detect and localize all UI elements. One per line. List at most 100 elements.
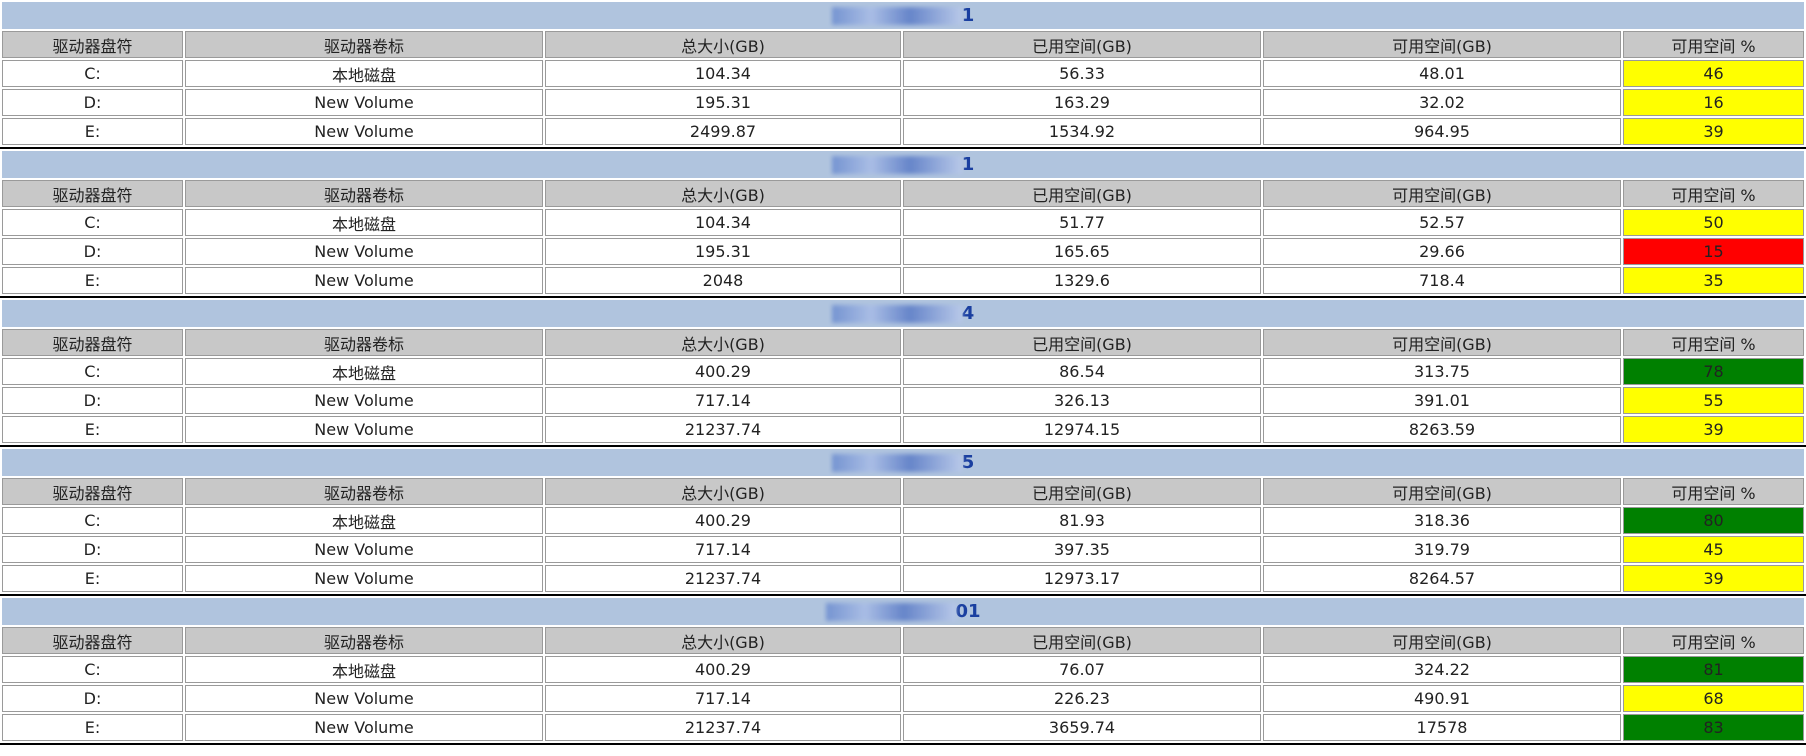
cell: E: [2,416,183,443]
drive-row: E: New Volume 21237.74 12973.17 8264.57 39 [2,565,1804,592]
column-header: 驱动器盘符 [2,478,183,505]
free-percent-cell: 78 [1623,358,1804,385]
column-header: 驱动器盘符 [2,627,183,654]
server-table: 1 驱动器盘符 驱动器卷标 总大小(GB) 已用空间(GB) 可用空间(GB) 可用空间 %… [0,149,1806,298]
cell: 324.22 [1263,656,1621,683]
drive-row: D: New Volume 717.14 397.35 319.79 45 [2,536,1804,563]
cell: New Volume [185,118,543,145]
column-header: 可用空间(GB) [1263,31,1621,58]
cell: 21237.74 [545,416,901,443]
cell: 51.77 [903,209,1261,236]
column-header: 驱动器盘符 [2,180,183,207]
cell: 本地磁盘 [185,358,543,385]
cell: 717.14 [545,536,901,563]
cell: 8263.59 [1263,416,1621,443]
cell: 48.01 [1263,60,1621,87]
cell: 12974.15 [903,416,1261,443]
title-cell: 4 [2,300,1804,327]
title-cell: 1 [2,2,1804,29]
column-header: 总大小(GB) [545,31,901,58]
cell: 2048 [545,267,901,294]
drive-row: C: 本地磁盘 400.29 76.07 324.22 81 [2,656,1805,683]
cell: 718.4 [1263,267,1621,294]
cell: New Volume [185,267,543,294]
cell: New Volume [185,387,543,414]
cell: New Volume [185,238,543,265]
cell: 717.14 [545,387,901,414]
cell: 104.34 [545,60,901,87]
free-percent-cell: 39 [1623,565,1804,592]
column-header: 驱动器盘符 [2,31,183,58]
title-row: 1 [2,2,1804,29]
server-title: 5 [961,452,975,473]
cell: 8264.57 [1263,565,1621,592]
server-title: 1 [961,5,975,26]
cell: C: [2,209,183,236]
drive-row: C: 本地磁盘 104.34 56.33 48.01 46 [2,60,1804,87]
cell: 81.93 [903,507,1261,534]
cell: 490.91 [1263,685,1621,712]
server-table: 1 驱动器盘符 驱动器卷标 总大小(GB) 已用空间(GB) 可用空间(GB) 可用空间 %… [0,0,1806,149]
free-percent-cell: 55 [1623,387,1804,414]
cell: 964.95 [1263,118,1621,145]
cell: 391.01 [1263,387,1621,414]
cell: 313.75 [1263,358,1621,385]
column-header: 可用空间(GB) [1263,478,1621,505]
column-header: 可用空间 % [1623,180,1804,207]
blurred-name [831,305,962,323]
free-percent-cell: 80 [1623,507,1804,534]
cell: 397.35 [903,536,1261,563]
cell: 163.29 [903,89,1261,116]
drive-row: D: New Volume 195.31 165.65 29.66 15 [2,238,1804,265]
title-cell: 5 [2,449,1804,476]
cell: 56.33 [903,60,1261,87]
column-header: 驱动器卷标 [185,627,543,654]
cell: New Volume [185,416,543,443]
column-header: 已用空间(GB) [903,627,1261,654]
header-row: 驱动器盘符 驱动器卷标 总大小(GB) 已用空间(GB) 可用空间(GB) 可用空间 % [2,180,1804,207]
cell: 21237.74 [545,714,901,741]
server-table: 5 驱动器盘符 驱动器卷标 总大小(GB) 已用空间(GB) 可用空间(GB) 可用空间 %… [0,447,1806,596]
column-header: 驱动器卷标 [185,329,543,356]
cell: 86.54 [903,358,1261,385]
cell: 3659.74 [903,714,1261,741]
cell: 195.31 [545,89,901,116]
cell: 195.31 [545,238,901,265]
cell: 本地磁盘 [185,209,543,236]
column-header: 可用空间 % [1623,31,1804,58]
cell: 319.79 [1263,536,1621,563]
cell: 12973.17 [903,565,1261,592]
cell: C: [2,358,183,385]
free-percent-cell: 39 [1623,118,1804,145]
drive-row: C: 本地磁盘 400.29 81.93 318.36 80 [2,507,1804,534]
free-percent-cell: 35 [1623,267,1804,294]
column-header: 可用空间 % [1623,329,1804,356]
title-row: 4 [2,300,1804,327]
cell: New Volume [185,685,543,712]
drive-row: E: New Volume 21237.74 3659.74 17578 83 [2,714,1805,741]
free-percent-cell: 16 [1623,89,1804,116]
title-cell: 01 [2,598,1805,625]
cell: 21237.74 [545,565,901,592]
header-row: 驱动器盘符 驱动器卷标 总大小(GB) 已用空间(GB) 可用空间(GB) 可用空间 % [2,478,1804,505]
blurred-name [825,603,956,621]
title-row: 01 [2,598,1805,625]
column-header: 已用空间(GB) [903,31,1261,58]
server-title: 1 [961,154,975,175]
cell: 32.02 [1263,89,1621,116]
column-header: 可用空间 % [1623,627,1805,654]
cell: D: [2,387,183,414]
cell: C: [2,507,183,534]
column-header: 可用空间 % [1623,478,1804,505]
cell: 400.29 [545,656,901,683]
server-title: 4 [961,303,975,324]
drive-row: E: New Volume 2048 1329.6 718.4 35 [2,267,1804,294]
column-header: 驱动器卷标 [185,478,543,505]
cell: 本地磁盘 [185,60,543,87]
column-header: 总大小(GB) [545,180,901,207]
free-percent-cell: 81 [1623,656,1805,683]
cell: 76.07 [903,656,1261,683]
free-percent-cell: 68 [1623,685,1805,712]
cell: 226.23 [903,685,1261,712]
